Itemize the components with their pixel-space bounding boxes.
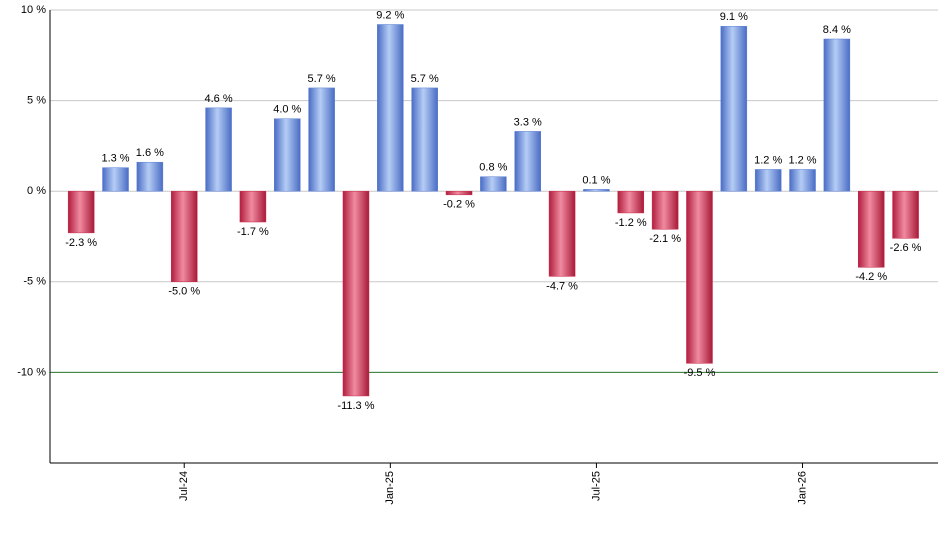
value-label: -4.2 % [855, 271, 887, 283]
value-label: 8.4 % [823, 24, 851, 36]
bar [445, 190, 473, 196]
bar [823, 38, 851, 192]
value-label: 1.2 % [754, 154, 782, 166]
value-label: -11.3 % [337, 400, 374, 412]
bar [651, 190, 679, 230]
bar [754, 169, 782, 192]
bar [377, 24, 404, 192]
value-label: -4.7 % [546, 280, 578, 292]
bar [274, 118, 301, 192]
value-label: 1.2 % [788, 154, 816, 166]
bar [686, 190, 713, 364]
bar [239, 190, 267, 223]
x-tick-label: Jul-25 [590, 471, 602, 501]
x-tick-label: Jan-26 [796, 471, 808, 505]
value-label: 4.0 % [273, 104, 301, 116]
value-label: -2.6 % [890, 242, 922, 254]
value-label: -2.1 % [649, 233, 681, 245]
bar [480, 176, 507, 192]
value-label: -5.0 % [168, 286, 200, 298]
bar [205, 107, 232, 192]
value-label: 9.2 % [376, 9, 404, 21]
value-label: -1.2 % [615, 217, 647, 229]
bar [308, 87, 335, 192]
bar [514, 131, 541, 192]
bar [583, 189, 610, 192]
y-tick-label: 5 % [27, 95, 46, 107]
x-tick-label: Jan-25 [384, 471, 396, 505]
bar [136, 161, 164, 192]
bar [617, 190, 645, 214]
value-label: 0.8 % [479, 162, 507, 174]
value-label: 4.6 % [205, 93, 233, 105]
y-tick-label: 0 % [27, 185, 46, 197]
value-label: 1.6 % [136, 147, 164, 159]
x-tick-label: Jul-24 [178, 471, 190, 501]
value-label: 5.7 % [411, 73, 439, 85]
y-tick-label: -10 % [17, 366, 46, 378]
value-label: 1.3 % [101, 153, 129, 165]
y-tick-label: 10 % [21, 4, 46, 16]
value-label: -2.3 % [65, 237, 97, 249]
bar [170, 190, 198, 283]
value-label: -1.7 % [237, 226, 269, 238]
bar [789, 169, 816, 192]
bar [342, 190, 370, 397]
value-label: 3.3 % [514, 116, 542, 128]
value-label: 9.1 % [720, 11, 748, 23]
bar [720, 26, 748, 192]
bar [102, 167, 129, 192]
value-label: -0.2 % [443, 199, 475, 211]
bar [857, 190, 885, 268]
value-label: 0.1 % [582, 174, 610, 186]
y-tick-label: -5 % [23, 276, 46, 288]
bar [67, 190, 95, 234]
value-label: 5.7 % [308, 73, 336, 85]
bar [548, 190, 576, 277]
value-label: -9.5 % [684, 367, 716, 379]
bar [892, 190, 919, 239]
bar [411, 87, 438, 192]
